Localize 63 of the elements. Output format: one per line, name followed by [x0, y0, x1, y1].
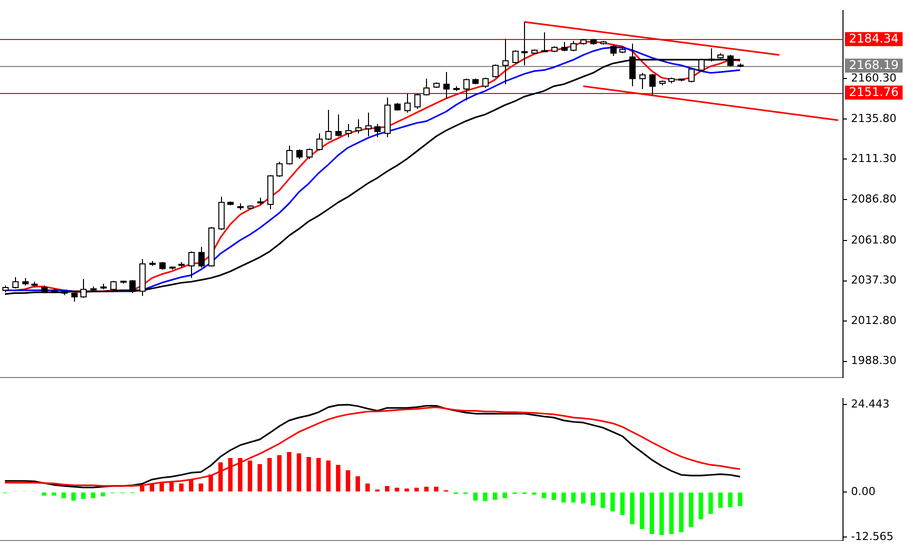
bar	[434, 486, 438, 492]
bar	[688, 492, 694, 528]
bar	[424, 486, 429, 492]
bar	[640, 492, 644, 529]
bar	[71, 492, 76, 501]
bar	[346, 470, 350, 492]
bar	[100, 492, 106, 496]
bar	[286, 452, 292, 492]
ref-line-label: 2184.34	[849, 31, 899, 46]
y-tick-label: 2160.30	[851, 71, 896, 84]
y-tick-label: 1988.30	[851, 354, 896, 368]
bar	[728, 492, 732, 508]
bar	[198, 483, 204, 492]
bar	[267, 458, 272, 492]
bar	[90, 492, 96, 498]
bar	[561, 492, 566, 502]
bar	[698, 492, 704, 520]
bar	[552, 492, 556, 500]
bar	[336, 464, 340, 492]
bar	[679, 492, 684, 532]
bar	[600, 492, 606, 508]
bar	[630, 492, 634, 524]
bar	[62, 492, 66, 498]
bar	[483, 492, 488, 502]
ref-line-label: 2168.19	[849, 58, 899, 72]
y-tick-label: 2086.80	[851, 192, 896, 206]
bar	[738, 492, 742, 506]
bar	[296, 453, 302, 492]
y-tick-label: 2037.30	[851, 274, 896, 287]
bar	[277, 455, 282, 492]
ref-line-label: 2151.76	[849, 84, 899, 99]
y-tick-label: 24.443	[851, 397, 890, 410]
bar	[669, 492, 674, 534]
bar	[502, 492, 508, 498]
bar	[52, 492, 56, 496]
y-tick-label: -12.565	[851, 530, 894, 543]
y-tick-label: 2012.80	[851, 314, 896, 327]
bar	[492, 492, 498, 500]
y-tick-label: 2111.30	[851, 152, 896, 166]
bar	[610, 492, 615, 512]
bar	[620, 492, 625, 515]
bar	[718, 492, 723, 508]
bar	[306, 456, 311, 492]
bar	[404, 488, 409, 492]
bar	[708, 492, 713, 514]
bar	[365, 483, 370, 492]
bar	[650, 492, 654, 534]
bar	[581, 492, 586, 504]
bar	[356, 476, 360, 492]
bar	[81, 492, 86, 499]
y-tick-label: 2061.80	[851, 233, 896, 246]
bar	[590, 492, 596, 506]
bar	[326, 460, 331, 492]
bar	[414, 488, 419, 492]
bar	[659, 492, 664, 536]
y-tick-label: 2135.80	[851, 112, 896, 125]
bar	[316, 458, 321, 492]
bar	[571, 492, 576, 502]
bar	[473, 492, 478, 501]
y-tick-label: 0.00	[851, 484, 876, 498]
bar	[258, 464, 262, 492]
bar	[42, 492, 46, 496]
bar	[384, 486, 390, 492]
